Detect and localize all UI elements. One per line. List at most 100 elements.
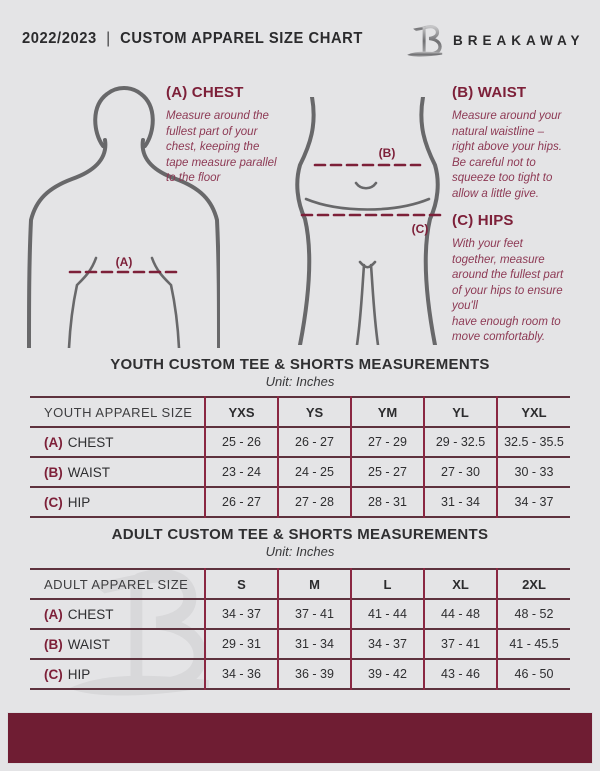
adult-col-2xl: 2XL: [496, 569, 570, 599]
left-shoulder-arm: [27, 138, 108, 348]
row-name: CHEST: [67, 606, 114, 622]
brand-name: BREAKAWAY: [453, 32, 585, 48]
cell-value: 25 - 27: [350, 456, 424, 487]
cell-value: 41 - 44: [350, 598, 424, 629]
adult-header-row: ADULT APPAREL SIZE S M L XL 2XL: [30, 569, 570, 599]
right-shoulder-arm: [140, 138, 220, 348]
page-title: 2022/2023 | CUSTOM APPAREL SIZE CHART: [22, 30, 363, 48]
leg-split-top: [358, 260, 377, 269]
adult-col-l: L: [350, 569, 424, 599]
cell-value: 32.5 - 35.5: [496, 426, 570, 457]
cell-value: 30 - 33: [496, 456, 570, 487]
cell-value: 28 - 31: [350, 486, 424, 517]
cell-value: 36 - 39: [277, 658, 351, 689]
cell-value: 24 - 25: [277, 456, 351, 487]
title-text: CUSTOM APPAREL SIZE CHART: [120, 30, 363, 47]
cell-value: 26 - 27: [204, 486, 278, 517]
adult-table-unit: Unit: Inches: [265, 544, 335, 559]
right-torso-leg: [419, 97, 440, 345]
breakaway-logo-icon: [407, 25, 443, 57]
hip-marker-label: (C): [412, 222, 429, 236]
cell-value: 34 - 37: [496, 486, 570, 517]
cell-value: 37 - 41: [277, 598, 351, 629]
youth-table-title: YOUTH CUSTOM TEE & SHORTS MEASUREMENTS: [110, 356, 490, 373]
upper-body-diagram: (A): [27, 86, 220, 348]
table-row: (B) WAIST 29 - 31 31 - 34 34 - 37 37 - 41…: [30, 628, 570, 659]
left-inner-leg: [355, 263, 366, 345]
row-prefix: (A): [44, 606, 63, 622]
cell-value: 29 - 32.5: [423, 426, 497, 457]
row-prefix: (B): [44, 464, 63, 480]
youth-size-header: YOUTH APPAREL SIZE: [44, 404, 193, 420]
chest-body: Measure around the fullest part of your …: [166, 110, 277, 184]
cell-value: 27 - 29: [350, 426, 424, 457]
youth-size-table: YOUTH APPAREL SIZE YXS YS YM YL YXL (A) C…: [30, 396, 570, 518]
row-name: HIP: [67, 494, 91, 510]
title-separator: |: [106, 30, 111, 47]
row-name: WAIST: [67, 636, 110, 652]
row-prefix: (C): [44, 494, 63, 510]
row-name: WAIST: [67, 464, 110, 480]
waist-body: Measure around your natural waistline – …: [452, 110, 562, 200]
youth-col-yxl: YXL: [496, 397, 570, 427]
cell-value: 23 - 24: [204, 456, 278, 487]
row-prefix: (C): [44, 666, 63, 682]
table-row: (C) HIP 34 - 36 36 - 39 39 - 42 43 - 46 4…: [30, 658, 570, 689]
cell-value: 31 - 34: [423, 486, 497, 517]
youth-col-yl: YL: [423, 397, 497, 427]
youth-table-unit: Unit: Inches: [265, 374, 335, 389]
waist-instructions: (B) WAIST Measure around your natural wa…: [452, 84, 594, 202]
waist-marker-label: (B): [379, 146, 396, 160]
row-name: CHEST: [67, 434, 114, 450]
cell-value: 39 - 42: [350, 658, 424, 689]
hips-heading: (C) HIPS: [452, 212, 514, 229]
brand-lockup: BREAKAWAY: [406, 22, 585, 58]
navel: [354, 181, 378, 190]
chest-heading: (A) CHEST: [166, 84, 244, 101]
cell-value: 34 - 37: [350, 628, 424, 659]
table-row: (C) HIP 26 - 27 27 - 28 28 - 31 31 - 34 3…: [30, 486, 570, 517]
cell-value: 43 - 46: [423, 658, 497, 689]
adult-size-table: ADULT APPAREL SIZE S M L XL 2XL (A) CHEST…: [30, 568, 570, 690]
youth-col-yxs: YXS: [204, 397, 278, 427]
hips-instructions: (C) HIPS With your feet together, measur…: [452, 212, 594, 346]
cell-value: 44 - 48: [423, 598, 497, 629]
right-inner-arm: [150, 256, 181, 348]
cell-value: 46 - 50: [496, 658, 570, 689]
cell-value: 34 - 37: [204, 598, 278, 629]
youth-col-ym: YM: [350, 397, 424, 427]
hips-body: With your feet together, measure around …: [452, 238, 564, 343]
cell-value: 48 - 52: [496, 598, 570, 629]
row-name: HIP: [67, 666, 91, 682]
adult-col-xl: XL: [423, 569, 497, 599]
row-prefix: (A): [44, 434, 63, 450]
cell-value: 34 - 36: [204, 658, 278, 689]
cell-value: 27 - 28: [277, 486, 351, 517]
hip-curve: [304, 197, 431, 211]
cell-value: 41 - 45.5: [496, 628, 570, 659]
table-row: (B) WAIST 23 - 24 24 - 25 25 - 27 27 - 30…: [30, 456, 570, 487]
youth-col-ys: YS: [277, 397, 351, 427]
lower-body-diagram: (B) (C): [295, 97, 442, 345]
chest-marker-label: (A): [116, 255, 133, 269]
adult-col-s: S: [204, 569, 278, 599]
youth-header-row: YOUTH APPAREL SIZE YXS YS YM YL YXL: [30, 397, 570, 427]
title-year: 2022/2023: [22, 30, 97, 47]
left-inner-arm: [67, 256, 98, 348]
row-prefix: (B): [44, 636, 63, 652]
cell-value: 29 - 31: [204, 628, 278, 659]
cell-value: 27 - 30: [423, 456, 497, 487]
cell-value: 31 - 34: [277, 628, 351, 659]
table-row: (A) CHEST 34 - 37 37 - 41 41 - 44 44 - 48…: [30, 598, 570, 629]
adult-size-header: ADULT APPAREL SIZE: [44, 576, 189, 592]
footer-accent-bar: [7, 712, 593, 764]
waist-heading: (B) WAIST: [452, 84, 527, 101]
adult-col-m: M: [277, 569, 351, 599]
cell-value: 26 - 27: [277, 426, 351, 457]
right-inner-leg: [369, 263, 380, 345]
adult-table-title: ADULT CUSTOM TEE & SHORTS MEASUREMENTS: [111, 526, 489, 543]
head-outline: [93, 86, 155, 148]
left-torso-leg: [295, 97, 316, 345]
chest-instructions: (A) CHEST Measure around the fullest par…: [166, 84, 306, 187]
